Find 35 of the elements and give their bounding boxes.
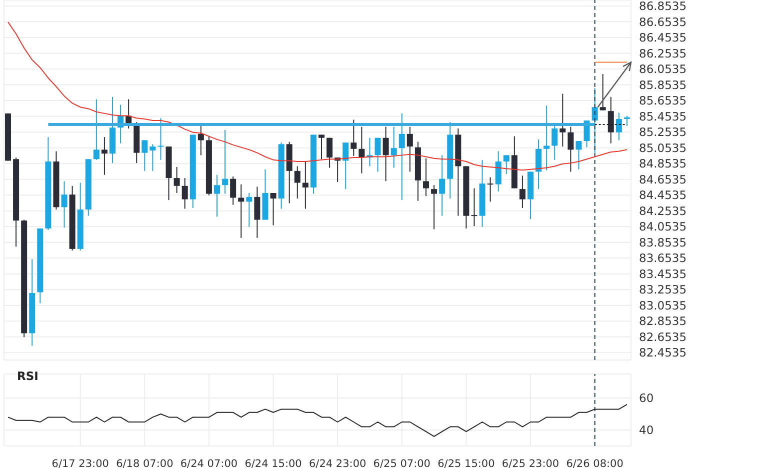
y-tick-label: 83.0535 (639, 298, 687, 312)
y-tick-label: 83.4535 (639, 266, 687, 281)
y-tick-label: 83.6535 (639, 251, 687, 266)
y-tick-label: 82.8535 (639, 314, 687, 328)
y-tick-label: 86.0535 (639, 62, 687, 76)
y-tick-label: 85.8535 (639, 78, 687, 92)
y-tick-label: 84.4535 (639, 188, 687, 202)
x-tick-label: 6/25 07:00 (373, 458, 430, 470)
y-tick-label: 84.8535 (639, 156, 687, 171)
y-tick-label: 83.2535 (639, 282, 687, 297)
x-tick-label: 6/24 07:00 (180, 458, 238, 470)
x-tick-label: 6/24 15:00 (244, 458, 302, 470)
y-tick-label: 86.6535 (639, 14, 687, 29)
chart-title: RSI (17, 369, 38, 383)
y-tick-label: 86.8535 (639, 0, 687, 14)
y-tick-label: 84.6535 (639, 172, 687, 186)
y-tick-label: 85.2535 (639, 125, 687, 140)
x-tick-label: 6/25 23:00 (502, 458, 560, 470)
y-tick-label: 86.2535 (639, 46, 687, 60)
y-tick-label: 86.4535 (639, 30, 687, 45)
y-tick-label: 84.0535 (639, 220, 687, 234)
y-tick-label: 40 (639, 423, 654, 438)
y-tick-label: 60 (639, 391, 654, 406)
y-tick-label: 85.6535 (639, 94, 687, 108)
x-tick-label: 6/26 08:00 (566, 458, 624, 470)
y-tick-label: 85.0535 (639, 140, 687, 155)
y-tick-label: 83.8535 (639, 235, 687, 250)
x-tick-label: 6/24 23:00 (309, 458, 366, 470)
y-tick-label: 85.4535 (639, 109, 687, 124)
y-tick-label: 84.2535 (639, 204, 687, 218)
y-tick-label: 82.6535 (639, 330, 687, 344)
y-tick-label: 82.4535 (639, 346, 687, 360)
x-tick-label: 6/25 15:00 (438, 458, 495, 470)
x-tick-label: 6/17 23:00 (52, 458, 109, 470)
x-tick-label: 6/18 07:00 (116, 458, 174, 470)
